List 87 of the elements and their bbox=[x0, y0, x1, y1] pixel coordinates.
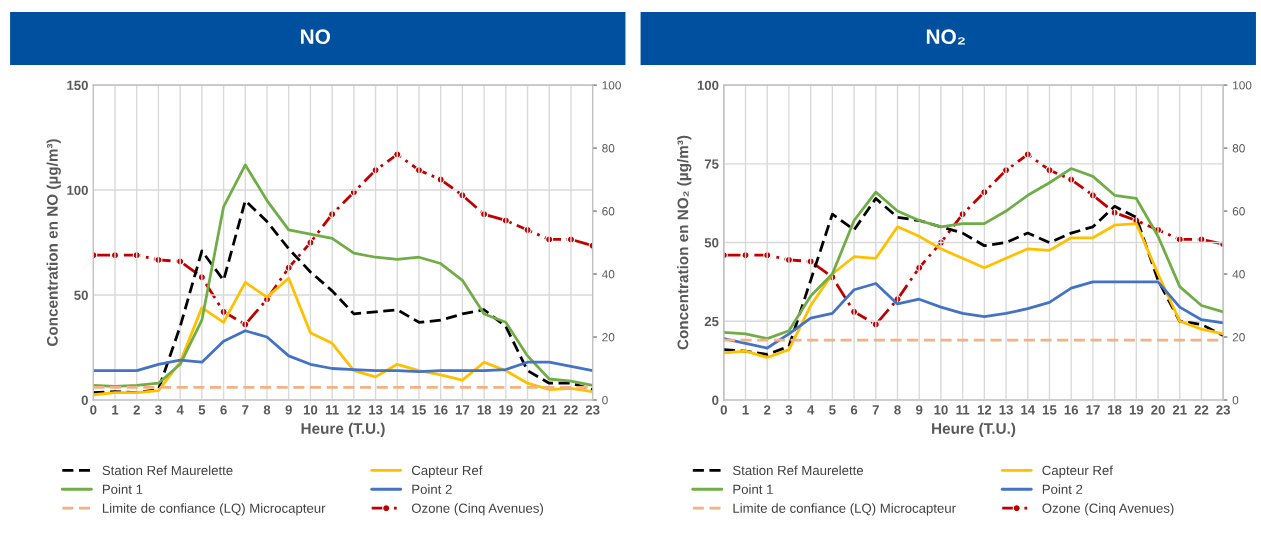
y2-tick-label: 80 bbox=[602, 144, 615, 153]
x-tick-label: 1 bbox=[112, 405, 119, 415]
x-tick-label: 18 bbox=[477, 405, 492, 415]
y-axis-title: Concentration en NO (µg/m³) bbox=[46, 139, 61, 347]
y-axis-title: Concentration en NO₂ (µg/m³) bbox=[677, 135, 692, 350]
x-tick-label: 16 bbox=[1064, 405, 1079, 415]
y2-tick-label: 20 bbox=[1232, 333, 1245, 342]
y-tick-label: 75 bbox=[704, 159, 719, 169]
x-tick-label: 9 bbox=[285, 405, 292, 415]
y2-tick-label: 20 bbox=[602, 333, 615, 342]
x-tick-label: 4 bbox=[176, 405, 184, 415]
x-tick-label: 3 bbox=[785, 405, 793, 415]
x-tick-label: 14 bbox=[390, 405, 405, 415]
x-tick-label: 12 bbox=[347, 405, 361, 415]
x-tick-label: 6 bbox=[850, 405, 858, 415]
y2-tick-label: 0 bbox=[602, 396, 608, 405]
legend-label: Capteur Ref bbox=[411, 465, 483, 478]
legend-label: Ozone (Cinq Avenues) bbox=[411, 503, 543, 516]
x-axis-title: Heure (T.U.) bbox=[932, 422, 1016, 437]
x-tick-label: 0 bbox=[720, 405, 727, 415]
legend-label: Capteur Ref bbox=[1042, 465, 1113, 478]
x-tick-label: 22 bbox=[564, 405, 578, 415]
x-tick-label: 7 bbox=[242, 405, 249, 415]
legend-label: Point 1 bbox=[733, 484, 773, 494]
y2-tick-label: 40 bbox=[601, 270, 615, 279]
x-tick-label: 6 bbox=[220, 405, 227, 415]
x-tick-label: 8 bbox=[894, 405, 901, 415]
x-tick-label: 12 bbox=[977, 405, 992, 415]
x-tick-label: 10 bbox=[303, 405, 318, 415]
x-tick-label: 13 bbox=[369, 405, 383, 415]
x-tick-label: 15 bbox=[412, 405, 426, 415]
x-tick-label: 23 bbox=[585, 405, 600, 415]
y-tick-label: 100 bbox=[67, 185, 88, 195]
y2-tick-label: 80 bbox=[1232, 144, 1245, 153]
x-tick-label: 2 bbox=[133, 405, 140, 415]
y-tick-label: 50 bbox=[74, 290, 88, 300]
legend-label: Ozone (Cinq Avenues) bbox=[1042, 503, 1174, 516]
x-tick-label: 16 bbox=[434, 405, 448, 415]
x-tick-label: 18 bbox=[1108, 405, 1122, 415]
x-tick-label: 13 bbox=[999, 405, 1013, 415]
x-tick-label: 4 bbox=[807, 405, 815, 415]
legend-label: Limite de confiance (LQ) Microcapteur bbox=[102, 503, 326, 516]
y2-tick-label: 0 bbox=[1232, 396, 1239, 405]
legend-label: Point 2 bbox=[1042, 484, 1083, 494]
chart-title: NO bbox=[301, 29, 330, 45]
x-tick-label: 20 bbox=[1151, 405, 1165, 415]
x-tick-label: 21 bbox=[1172, 405, 1187, 415]
x-tick-label: 3 bbox=[155, 405, 162, 415]
x-tick-label: 11 bbox=[956, 405, 970, 415]
x-tick-label: 2 bbox=[764, 405, 771, 415]
x-tick-label: 19 bbox=[1129, 405, 1144, 415]
x-tick-label: 5 bbox=[829, 405, 836, 415]
x-tick-label: 7 bbox=[872, 405, 879, 415]
y-tick-label: 150 bbox=[67, 80, 88, 90]
y-tick-label: 25 bbox=[704, 316, 719, 327]
x-tick-label: 11 bbox=[325, 405, 339, 415]
y2-tick-label: 40 bbox=[1232, 270, 1245, 279]
legend-label: Point 1 bbox=[102, 484, 143, 494]
x-tick-label: 17 bbox=[1086, 405, 1100, 415]
legend-label: Station Ref Maurelette bbox=[102, 465, 233, 476]
y-tick-label: 100 bbox=[697, 80, 719, 90]
x-tick-label: 17 bbox=[455, 405, 470, 415]
x-tick-label: 5 bbox=[198, 405, 206, 415]
x-tick-label: 10 bbox=[934, 405, 948, 415]
chart-title: NO₂ bbox=[926, 29, 965, 45]
x-tick-label: 8 bbox=[263, 405, 271, 415]
y-tick-label: 50 bbox=[704, 238, 719, 248]
x-tick-label: 1 bbox=[742, 405, 749, 415]
x-tick-label: 0 bbox=[90, 405, 97, 415]
y2-tick-label: 60 bbox=[602, 207, 615, 216]
x-tick-label: 15 bbox=[1042, 405, 1057, 415]
y2-tick-label: 60 bbox=[1232, 207, 1245, 216]
legend-label: Station Ref Maurelette bbox=[732, 465, 864, 476]
legend-label: Point 2 bbox=[412, 484, 452, 494]
x-tick-label: 21 bbox=[542, 405, 557, 415]
x-tick-label: 20 bbox=[520, 405, 535, 415]
legend-label: Limite de confiance (LQ) Microcapteur bbox=[733, 503, 956, 516]
x-axis-title: Heure (T.U.) bbox=[301, 422, 385, 437]
y2-tick-label: 100 bbox=[1233, 81, 1252, 90]
y-tick-label: 0 bbox=[712, 395, 719, 405]
y2-tick-label: 100 bbox=[602, 81, 621, 90]
x-tick-label: 19 bbox=[499, 405, 513, 415]
y-tick-label: 0 bbox=[81, 395, 88, 405]
x-tick-label: 23 bbox=[1216, 405, 1231, 415]
x-tick-label: 14 bbox=[1021, 405, 1036, 415]
x-tick-label: 22 bbox=[1194, 405, 1209, 415]
x-tick-label: 9 bbox=[916, 405, 923, 415]
